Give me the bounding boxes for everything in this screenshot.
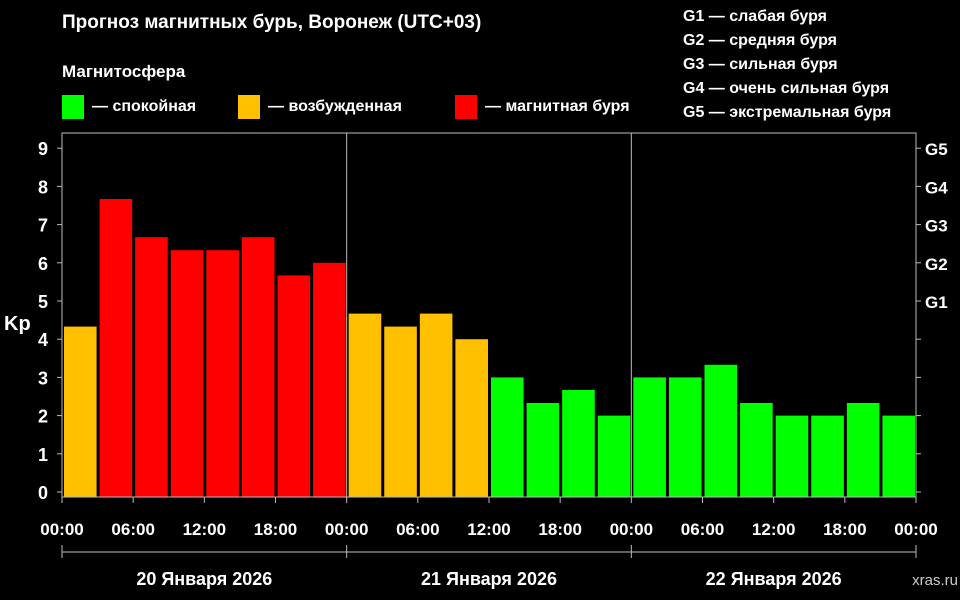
- kp-bar: [419, 313, 453, 497]
- g-scale-g3: G3 — сильная буря: [683, 56, 838, 73]
- g-tick-label: G3: [925, 217, 948, 236]
- x-tick-label: 18:00: [254, 520, 297, 539]
- kp-bar: [135, 237, 168, 497]
- g-tick-label: G2: [925, 255, 948, 274]
- watermark: xras.ru: [912, 572, 958, 589]
- g-scale-g5: G5 — экстремальная буря: [683, 104, 892, 121]
- kp-bar: [704, 364, 738, 497]
- x-tick-label: 00:00: [894, 520, 937, 539]
- kp-bar: [455, 339, 488, 497]
- legend-label: — возбужденная: [268, 98, 402, 115]
- g-scale-g2: G2 — средняя буря: [683, 32, 837, 49]
- kp-bar: [740, 402, 773, 497]
- kp-bar: [170, 250, 204, 497]
- swatch-orange: [238, 95, 260, 119]
- g-tick-label: G4: [925, 178, 948, 197]
- y-tick-label: 4: [38, 330, 48, 350]
- chart-title: Прогноз магнитных бурь, Воронеж (UTC+03): [62, 12, 482, 33]
- kp-bar: [562, 390, 595, 497]
- x-tick-label: 18:00: [823, 520, 866, 539]
- kp-bar: [384, 326, 417, 497]
- kp-bar: [206, 250, 239, 497]
- legend-label: — магнитная буря: [485, 98, 630, 115]
- kp-bar: [491, 377, 524, 497]
- kp-bar: [313, 262, 346, 497]
- legend-storm: — магнитная буря: [455, 95, 630, 119]
- legend-active: — возбужденная: [238, 95, 402, 119]
- day-label: 22 Января 2026: [706, 569, 842, 589]
- x-tick-label: 06:00: [111, 520, 154, 539]
- legend-quiet: — спокойная: [62, 95, 196, 119]
- y-tick-label: 0: [38, 483, 48, 503]
- day-label: 21 Января 2026: [421, 569, 557, 589]
- kp-bar: [811, 415, 844, 497]
- y-tick-label: 8: [38, 177, 48, 197]
- g-scale-g1: G1 — слабая буря: [683, 8, 828, 25]
- y-tick-label: 2: [38, 407, 48, 427]
- y-tick-label: 1: [38, 445, 48, 465]
- y-tick-label: 3: [38, 368, 48, 388]
- kp-bar: [241, 237, 275, 497]
- x-tick-label: 06:00: [681, 520, 724, 539]
- legend-heading: Магнитосфера: [62, 62, 186, 81]
- y-tick-label: 7: [38, 216, 48, 236]
- kp-bar: [597, 415, 631, 497]
- g-tick-label: G5: [925, 140, 948, 159]
- kp-bar: [99, 199, 133, 498]
- kp-bar: [526, 402, 560, 497]
- y-axis-label: Kp: [4, 313, 31, 335]
- swatch-green: [62, 95, 84, 119]
- x-tick-label: 00:00: [40, 520, 83, 539]
- kp-bar: [775, 415, 809, 497]
- x-tick-label: 12:00: [752, 520, 795, 539]
- x-tick-label: 06:00: [396, 520, 439, 539]
- kp-bar: [64, 326, 97, 497]
- x-tick-label: 00:00: [610, 520, 653, 539]
- g-scale-g4: G4 — очень сильная буря: [683, 80, 890, 97]
- kp-bar: [668, 377, 702, 497]
- kp-bar: [846, 402, 880, 497]
- kp-bar: [633, 377, 666, 497]
- x-tick-label: 12:00: [183, 520, 226, 539]
- y-tick-label: 9: [38, 139, 48, 159]
- y-tick-label: 5: [38, 292, 48, 312]
- kp-bar: [882, 415, 915, 497]
- g-tick-label: G1: [925, 293, 948, 312]
- kp-bar: [348, 313, 382, 497]
- kp-bar: [277, 275, 311, 497]
- x-tick-label: 18:00: [538, 520, 581, 539]
- y-tick-label: 6: [38, 254, 48, 274]
- legend-label: — спокойная: [92, 98, 197, 115]
- x-tick-label: 00:00: [325, 520, 368, 539]
- swatch-red: [455, 95, 477, 119]
- day-label: 20 Января 2026: [136, 569, 272, 589]
- x-tick-label: 12:00: [467, 520, 510, 539]
